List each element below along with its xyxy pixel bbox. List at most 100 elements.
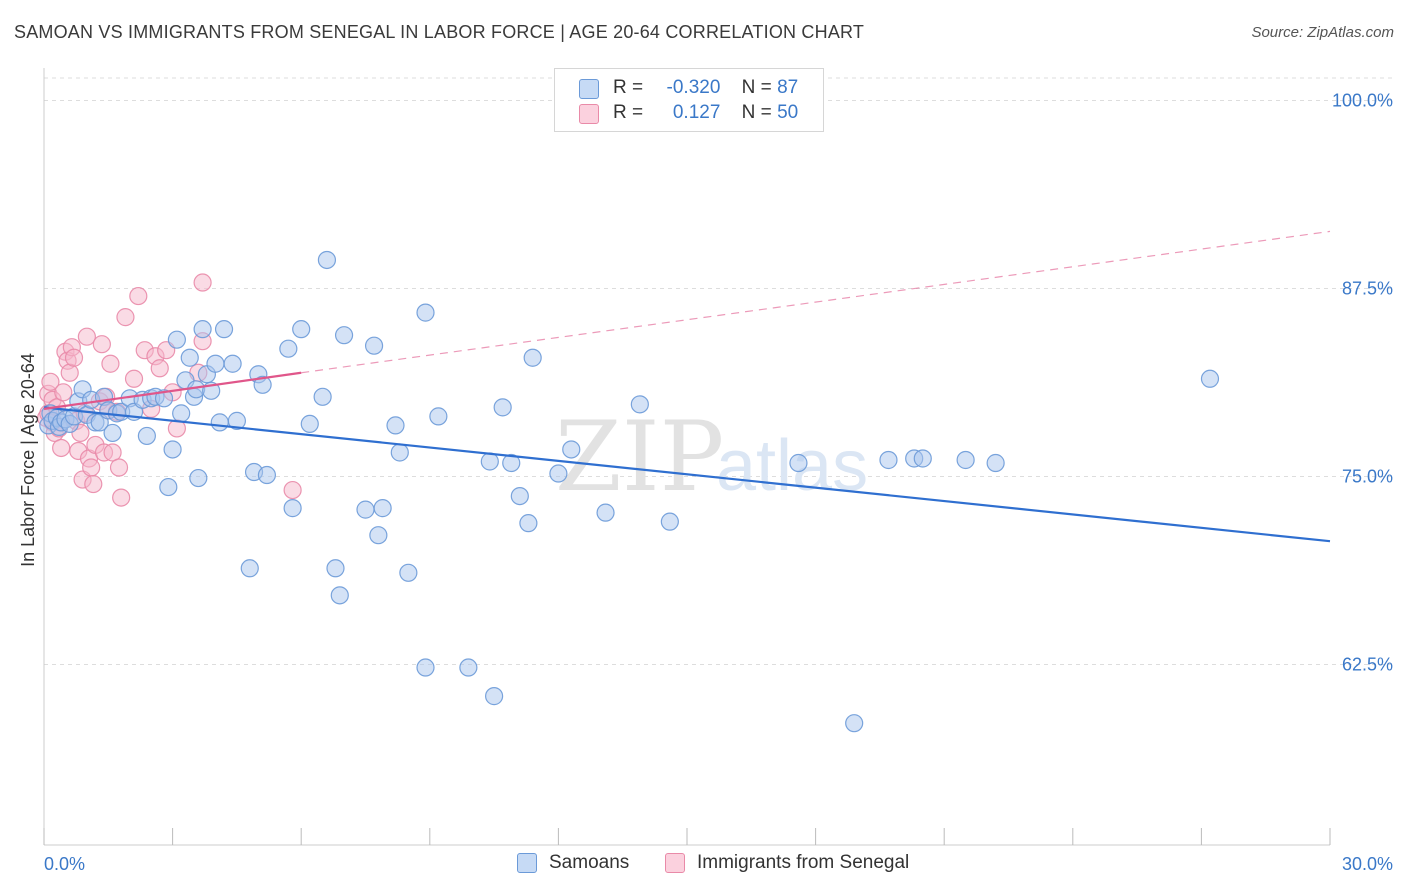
samoan-point bbox=[399, 563, 418, 582]
y-tick-label: 100.0% bbox=[1332, 91, 1393, 111]
samoan-point bbox=[356, 500, 375, 519]
samoan-point bbox=[562, 440, 581, 459]
legend-n-value: 50 bbox=[777, 102, 799, 123]
senegal-point bbox=[92, 335, 111, 354]
senegal-point bbox=[124, 369, 144, 388]
samoan-point bbox=[913, 449, 932, 468]
samoan-point bbox=[214, 320, 234, 339]
legend-n-value: 87 bbox=[777, 77, 799, 98]
samoans-swatch bbox=[517, 853, 537, 873]
y-axis-label: In Labor Force | Age 20-64 bbox=[18, 353, 38, 567]
legend-r-value: 0.127 bbox=[672, 102, 721, 123]
samoan-point bbox=[163, 440, 182, 459]
senegal-trend-line bbox=[43, 371, 302, 410]
y-tick-label: 62.5% bbox=[1342, 655, 1393, 675]
senegal-trend-extension bbox=[301, 230, 1331, 374]
samoan-point bbox=[369, 526, 388, 545]
senegal-point bbox=[109, 458, 129, 477]
samoan-trend-line bbox=[43, 406, 1331, 543]
samoan-point bbox=[986, 453, 1005, 473]
samoan-point bbox=[364, 336, 384, 355]
samoan-point bbox=[660, 512, 679, 531]
samoan-point bbox=[210, 413, 229, 432]
samoan-point bbox=[485, 687, 504, 706]
samoan-point bbox=[596, 503, 615, 522]
samoan-point bbox=[510, 486, 529, 506]
samoan-point bbox=[334, 326, 354, 345]
samoan-point bbox=[523, 348, 542, 367]
samoan-point bbox=[172, 404, 191, 423]
senegal-point bbox=[103, 443, 122, 462]
samoan-point bbox=[502, 453, 521, 473]
samoan-point bbox=[103, 423, 122, 443]
samoan-point bbox=[373, 499, 392, 518]
samoan-point bbox=[154, 389, 174, 408]
samoan-point bbox=[956, 450, 975, 470]
senegal-point bbox=[84, 474, 103, 494]
samoan-point bbox=[519, 514, 538, 533]
samoan-point bbox=[549, 464, 568, 483]
samoan-point bbox=[789, 453, 808, 473]
senegal-point bbox=[116, 308, 135, 327]
samoans-swatch bbox=[579, 79, 599, 99]
legend-n-label: N = bbox=[741, 102, 772, 123]
samoan-point bbox=[386, 416, 405, 435]
samoan-point bbox=[159, 477, 178, 497]
samoan-point bbox=[283, 499, 302, 518]
samoan-point bbox=[137, 426, 156, 446]
samoan-point bbox=[1200, 369, 1220, 388]
samoan-point bbox=[459, 658, 478, 677]
samoan-point bbox=[845, 714, 864, 733]
watermark-zip: ZIP bbox=[555, 401, 724, 513]
samoan-point bbox=[193, 320, 212, 339]
samoan-point bbox=[429, 407, 448, 426]
legend-r-label: R = bbox=[613, 77, 644, 98]
x-tick-label: 0.0% bbox=[44, 854, 85, 874]
senegal-swatch bbox=[579, 104, 599, 124]
samoan-point bbox=[227, 411, 246, 430]
samoan-point bbox=[257, 465, 277, 485]
legend-n-label: N = bbox=[741, 77, 772, 98]
samoan-point bbox=[223, 354, 242, 373]
senegal-point bbox=[129, 286, 148, 306]
samoan-point bbox=[300, 414, 319, 434]
samoan-point bbox=[279, 339, 298, 358]
senegal-point bbox=[54, 383, 73, 402]
samoan-point bbox=[630, 395, 649, 414]
senegal-point bbox=[64, 348, 84, 367]
senegal-point bbox=[52, 438, 71, 458]
senegal-point bbox=[101, 354, 120, 373]
senegal-point bbox=[77, 327, 96, 346]
samoan-point bbox=[480, 452, 499, 471]
samoan-point bbox=[206, 354, 225, 373]
samoan-point bbox=[390, 443, 409, 462]
senegal-point bbox=[60, 363, 79, 382]
y-tick-label: 87.5% bbox=[1342, 279, 1393, 299]
source-credit: Source: ZipAtlas.com bbox=[1251, 24, 1394, 41]
senegal-point bbox=[82, 458, 101, 477]
bottom-legend-label: Samoans bbox=[549, 852, 630, 873]
senegal-point bbox=[283, 480, 302, 500]
senegal-point bbox=[150, 359, 169, 378]
samoan-point bbox=[326, 559, 345, 578]
correlation-legend: R = -0.320 N = 87 R = 0.127 N = 50 bbox=[554, 68, 824, 132]
samoan-point bbox=[313, 387, 332, 406]
samoan-point bbox=[879, 450, 898, 470]
samoan-point bbox=[493, 398, 512, 417]
senegal-point bbox=[41, 372, 60, 391]
legend-r-label: R = bbox=[613, 102, 644, 123]
samoan-point bbox=[167, 330, 186, 349]
samoan-point bbox=[330, 586, 349, 605]
y-tick-label: 75.0% bbox=[1342, 467, 1393, 487]
samoan-point bbox=[180, 348, 199, 367]
bottom-legend-label: Immigrants from Senegal bbox=[697, 852, 910, 873]
x-tick-label: 30.0% bbox=[1342, 854, 1393, 874]
samoan-point bbox=[416, 658, 435, 677]
samoan-point bbox=[189, 468, 208, 488]
chart-title: SAMOAN VS IMMIGRANTS FROM SENEGAL IN LAB… bbox=[14, 22, 865, 42]
samoan-point bbox=[416, 303, 435, 322]
senegal-swatch bbox=[665, 853, 685, 873]
samoan-point bbox=[240, 559, 259, 578]
legend-r-value: -0.320 bbox=[666, 77, 721, 98]
